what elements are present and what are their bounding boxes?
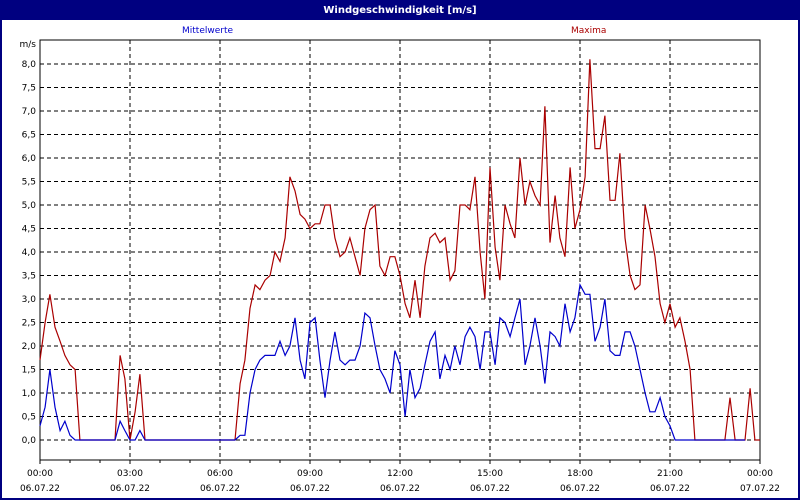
y-tick-label: 3,0: [22, 295, 37, 305]
plot-frame: [39, 39, 761, 461]
series-mittelwerte: [39, 283, 745, 441]
y-tick-label: 4,5: [22, 225, 36, 235]
x-tick-time: 03:00: [117, 469, 143, 479]
y-tick-label: 2,0: [22, 342, 37, 352]
x-tick-date: 06.07.22: [470, 484, 510, 494]
x-tick-time: 09:00: [297, 469, 323, 479]
y-axis-unit: m/s: [20, 40, 37, 50]
y-tick-label: 3,5: [22, 272, 36, 282]
x-tick-date: 06.07.22: [290, 484, 330, 494]
y-tick-label: 0,0: [22, 436, 37, 446]
x-tick-time: 15:00: [477, 469, 503, 479]
legend-maxima: Maxima: [571, 26, 607, 36]
y-tick-label: 5,0: [22, 201, 37, 211]
x-tick-date: 06.07.22: [380, 484, 420, 494]
y-tick-label: 2,5: [22, 319, 36, 329]
y-tick-label: 8,0: [22, 60, 37, 70]
x-tick-time: 00:00: [747, 469, 773, 479]
x-tick-time: 21:00: [657, 469, 683, 479]
window-title: Windgeschwindigkeit [m/s]: [2, 2, 798, 20]
legend-mittelwerte: Mittelwerte: [182, 26, 234, 36]
x-tick-date: 06.07.22: [110, 484, 150, 494]
series-maxima: [39, 59, 760, 441]
x-tick-date: 07.07.22: [740, 484, 780, 494]
y-tick-label: 1,5: [22, 366, 36, 376]
x-tick-time: 00:00: [27, 469, 53, 479]
x-tick-date: 06.07.22: [560, 484, 600, 494]
y-tick-label: 5,5: [22, 178, 36, 188]
x-tick-date: 06.07.22: [200, 484, 240, 494]
y-tick-label: 1,0: [22, 389, 37, 399]
y-tick-label: 4,0: [22, 248, 37, 258]
x-tick-time: 06:00: [207, 469, 233, 479]
y-tick-label: 0,5: [22, 413, 36, 423]
x-tick-date: 06.07.22: [650, 484, 690, 494]
y-tick-label: 7,0: [22, 107, 37, 117]
y-tick-label: 6,5: [22, 131, 36, 141]
y-tick-label: 7,5: [22, 84, 36, 94]
x-tick-time: 12:00: [387, 469, 413, 479]
x-tick-date: 06.07.22: [20, 484, 60, 494]
x-tick-time: 18:00: [567, 469, 593, 479]
y-tick-label: 6,0: [22, 154, 37, 164]
